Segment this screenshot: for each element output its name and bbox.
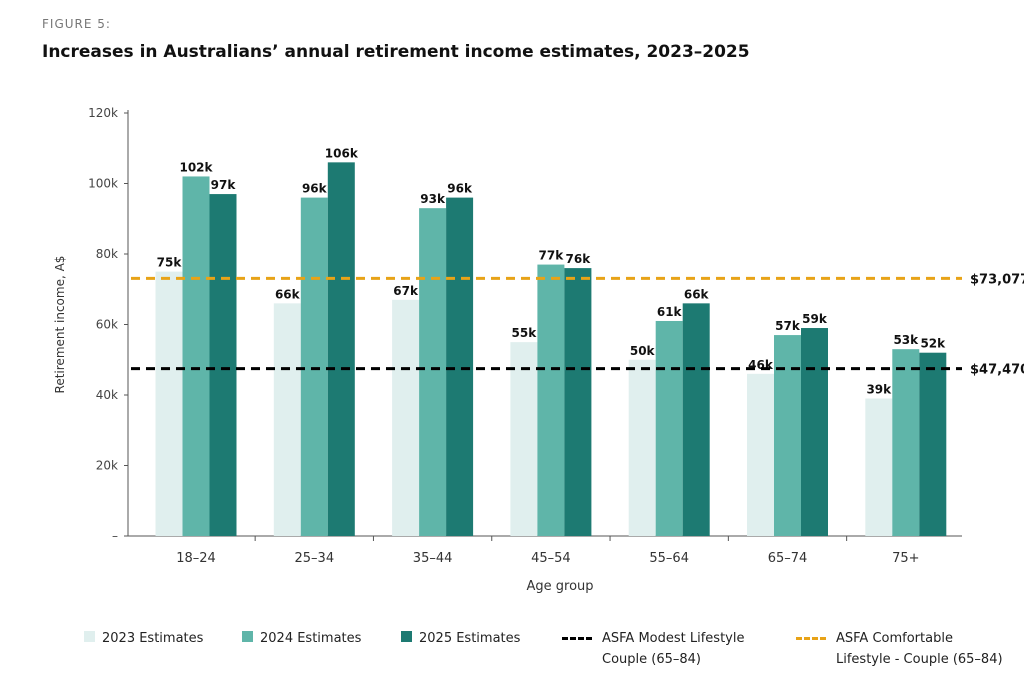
chart-title: Increases in Australians’ annual retirem… [42,42,750,62]
legend-label-comfortable-line1: ASFA Comfortable [836,631,953,646]
legend-swatch-2024 [242,631,253,642]
x-tick-label: 75+ [892,551,919,566]
y-tick-label: 120k [88,106,118,120]
x-tick-label: 55–64 [649,551,689,566]
data-label: 57k [775,319,801,333]
bar-45–54-1 [537,264,565,536]
data-label: 53k [893,333,919,347]
legend-label-2024: 2024 Estimates [260,631,362,646]
bar-75+-2 [919,352,947,536]
data-label: 67k [393,284,419,298]
y-tick-label: 60k [96,318,118,332]
bar-35–44-1 [419,208,447,537]
data-label: 50k [630,344,656,358]
data-label: 66k [684,287,710,301]
data-label: 93k [420,192,446,206]
legend-label-modest-line1: ASFA Modest Lifestyle [602,631,745,646]
bar-75+-1 [892,349,920,536]
bar-chart: – 20k 40k 60k 80k 100k 120k Retirement income, … [53,106,1024,594]
bar-35–44-2 [446,197,474,536]
data-label: 97k [211,178,237,192]
bar-55–64-2 [682,303,710,536]
legend-item-2023: 2023 Estimates [84,628,203,649]
legend-label-asfa-comfortable: ASFA Comfortable Lifestyle - Couple (65–… [836,628,1003,670]
legend-label-2025: 2025 Estimates [419,631,521,646]
x-tick-label: 18–24 [176,551,216,566]
data-label: 52k [920,337,946,351]
bar-25–34-0 [273,303,301,536]
y-tick-label: 20k [96,459,118,473]
x-tick-label: 25–34 [295,551,335,566]
legend-dash-modest [562,637,592,640]
data-label: 77k [539,249,565,263]
data-label: 39k [866,383,892,397]
legend-swatch-2025 [401,631,412,642]
x-tick-label: 35–44 [413,551,453,566]
y-tick-label: 100k [88,177,118,191]
bar-45–54-2 [564,268,592,536]
legend-label-2023: 2023 Estimates [102,631,204,646]
bar-55–64-0 [628,359,656,536]
reference-line-label: $73,077 [970,272,1024,287]
y-tick-label: 40k [96,388,118,402]
legend-dash-comfortable [796,637,826,640]
reference-line-label: $47,470 [970,363,1024,378]
x-tick-label: 65–74 [768,551,808,566]
bar-18–24-0 [155,271,183,536]
figure-label: FIGURE 5: [42,17,111,31]
data-label: 55k [512,326,538,340]
data-label: 66k [275,287,301,301]
data-label: 59k [802,312,828,326]
bar-55–64-1 [655,320,683,536]
bar-25–34-1 [300,197,328,536]
legend-item-2025: 2025 Estimates [401,628,520,649]
legend-item-2024: 2024 Estimates [242,628,361,649]
y-tick-label: 80k [96,247,118,261]
data-label: 96k [447,182,473,196]
legend-item-asfa-modest: ASFA Modest Lifestyle Couple (65–84) [562,628,744,670]
legend-swatch-2023 [84,631,95,642]
data-label: 75k [157,256,183,270]
legend-label-asfa-modest: ASFA Modest Lifestyle Couple (65–84) [602,628,744,670]
bar-65–74-1 [774,335,801,536]
bar-75+-0 [865,398,893,536]
data-label: 96k [302,182,328,196]
x-tick-label: 45–54 [531,551,571,566]
bar-35–44-0 [392,299,420,536]
chart-legend: 2023 Estimates 2024 Estimates 2025 Estim… [0,628,1024,678]
bar-65–74-2 [801,328,828,536]
legend-label-comfortable-line2: Lifestyle - Couple (65–84) [836,652,1003,667]
data-label: 102k [179,160,213,174]
legend-item-asfa-comfortable: ASFA Comfortable Lifestyle - Couple (65–… [796,628,1003,670]
y-tick-label: – [112,529,118,543]
data-label: 61k [657,305,683,319]
bar-18–24-1 [182,176,210,536]
bar-45–54-0 [510,342,538,536]
y-axis-label: Retirement income, A$ [53,256,67,394]
bar-25–34-2 [327,162,355,536]
x-axis-label: Age group [526,579,593,594]
bar-18–24-2 [209,194,237,536]
legend-label-modest-line2: Couple (65–84) [602,652,701,667]
data-label: 106k [325,146,359,160]
data-label: 76k [566,252,592,266]
bar-65–74-0 [747,373,774,536]
